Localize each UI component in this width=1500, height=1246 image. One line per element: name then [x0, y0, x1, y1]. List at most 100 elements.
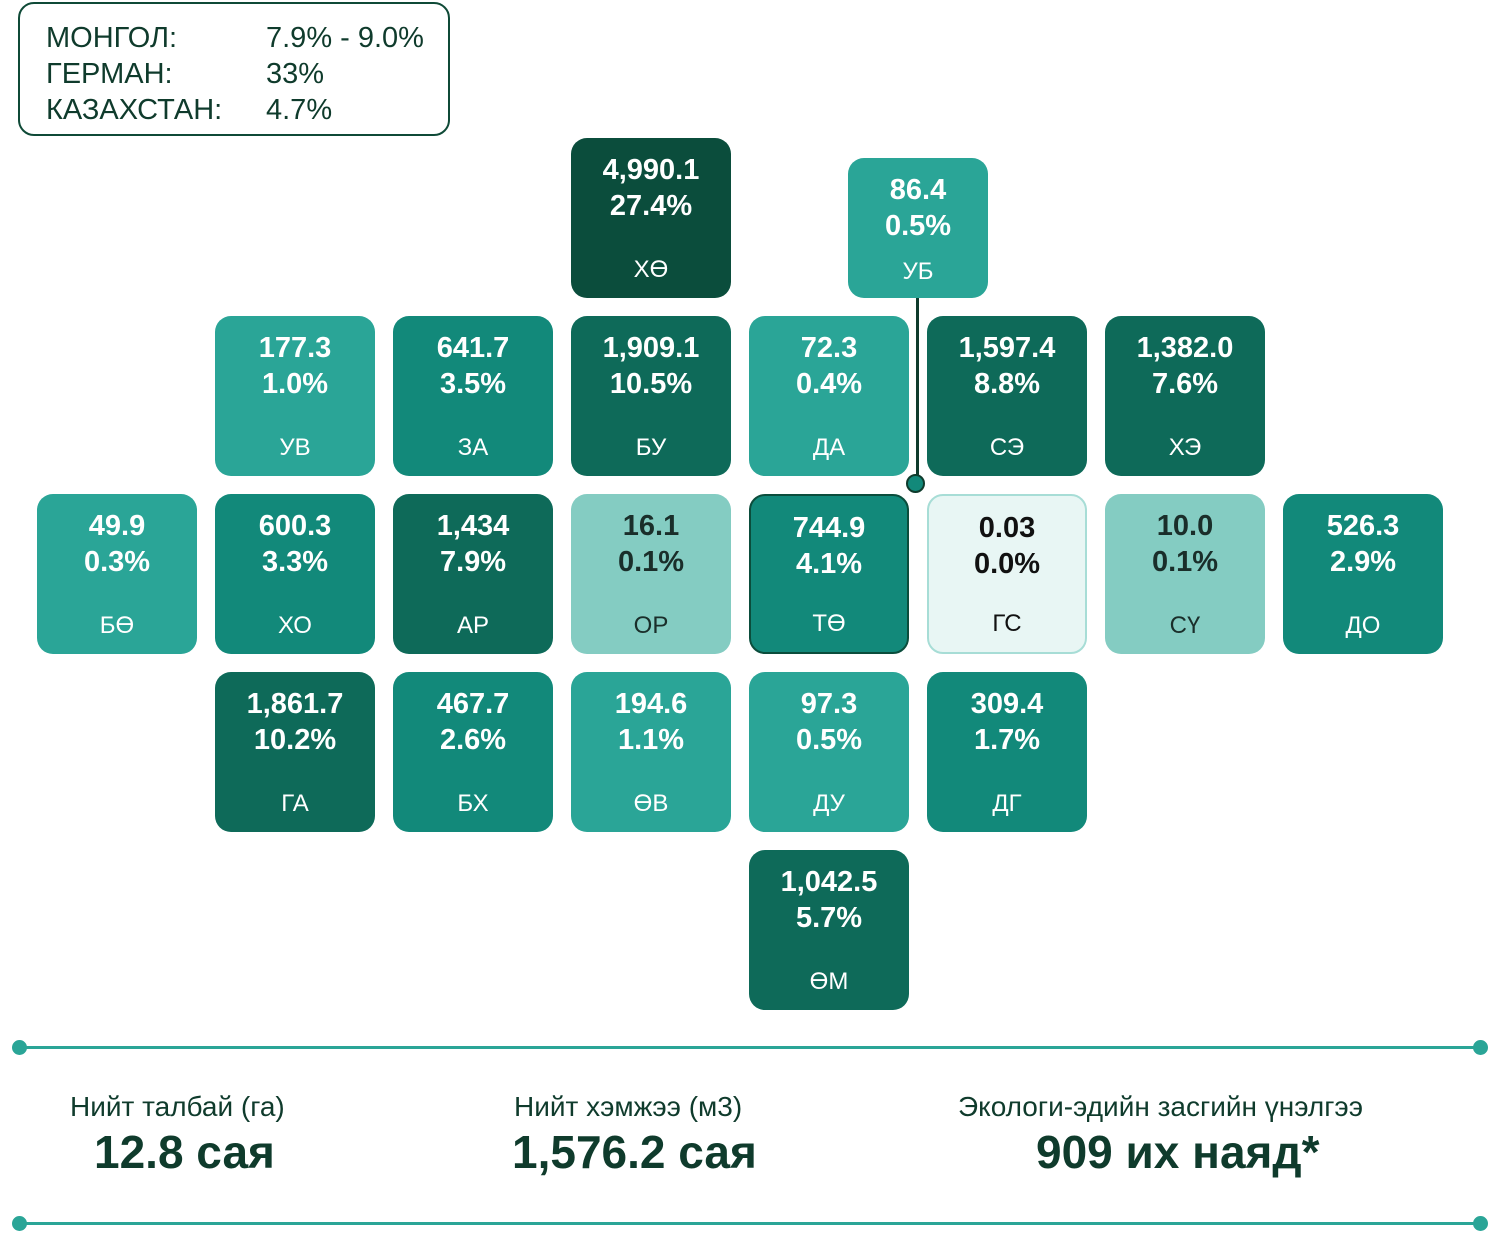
tile-value: 49.9	[88, 510, 146, 542]
divider-dot	[12, 1040, 27, 1055]
tile-percent: 7.6%	[1151, 368, 1219, 400]
tile-code: ДГ	[992, 790, 1022, 817]
tile-code: СЭ	[989, 434, 1025, 461]
tile-zavkhan[interactable]: 641.7 3.5% ЗА	[393, 316, 553, 476]
tile-percent: 2.9%	[1329, 546, 1397, 578]
tile-value: 1,382.0	[1136, 332, 1234, 364]
tile-code: БӨ	[99, 612, 135, 639]
tile-value: 526.3	[1326, 510, 1400, 542]
tile-code: ГС	[992, 610, 1022, 637]
tile-darkhan[interactable]: 72.3 0.4% ДА	[749, 316, 909, 476]
tile-code: ТӨ	[812, 610, 846, 637]
tile-bayan-olgii[interactable]: 49.9 0.3% БӨ	[37, 494, 197, 654]
tile-percent: 0.1%	[617, 546, 685, 578]
tile-code: ӨВ	[633, 790, 669, 817]
tile-arkhangai[interactable]: 1,434 7.9% АР	[393, 494, 553, 654]
tile-percent: 10.5%	[609, 368, 693, 400]
tile-code: БУ	[635, 434, 667, 461]
legend-row-kazakhstan: КАЗАХСТАН: 4.7%	[46, 92, 448, 128]
divider-dot	[1473, 1040, 1488, 1055]
legend-label: ГЕРМАН:	[46, 58, 173, 90]
stat-value: 909 их наяд*	[1036, 1126, 1320, 1178]
tile-percent: 0.5%	[884, 210, 952, 242]
tile-value: 10.0	[1156, 510, 1214, 542]
tile-value: 194.6	[614, 688, 688, 720]
tile-govisumber[interactable]: 0.03 0.0% ГС	[927, 494, 1087, 654]
stat-total-area: Нийт талбай (га) 12.8 сая	[70, 1090, 285, 1180]
tile-value: 309.4	[970, 688, 1044, 720]
tile-percent: 3.3%	[261, 546, 329, 578]
tile-orkhon[interactable]: 16.1 0.1% ОР	[571, 494, 731, 654]
tile-code: УБ	[902, 258, 934, 285]
legend-label: МОНГОЛ:	[46, 22, 178, 54]
legend-row-mongolia: МОНГОЛ: 7.9% - 9.0%	[46, 20, 448, 56]
bottom-divider	[12, 1216, 1488, 1231]
tile-value: 16.1	[622, 510, 680, 542]
stat-total-volume: Нийт хэмжээ (м3) 1,576.2 сая	[512, 1090, 757, 1180]
tile-code: ОР	[633, 612, 669, 639]
tile-code: ХО	[278, 612, 312, 639]
stat-label: Экологи-эдийн засгийн үнэлгээ	[958, 1091, 1363, 1122]
stat-eco-valuation: Экологи-эдийн засгийн үнэлгээ 909 их ная…	[958, 1090, 1363, 1180]
legend-value: 33%	[266, 58, 325, 90]
tile-code: ХӨ	[633, 256, 669, 283]
tile-value: 4,990.1	[602, 154, 700, 186]
stat-label: Нийт хэмжээ (м3)	[514, 1091, 743, 1122]
tile-value: 1,861.7	[246, 688, 344, 720]
tile-percent: 0.3%	[83, 546, 151, 578]
tile-tov[interactable]: 744.9 4.1% ТӨ	[749, 494, 909, 654]
tile-value: 1,434	[436, 510, 510, 542]
stat-value: 12.8 сая	[94, 1126, 275, 1178]
tile-code: ЗА	[457, 434, 489, 461]
tile-percent: 0.4%	[795, 368, 863, 400]
tile-percent: 10.2%	[253, 724, 337, 756]
tile-code: АР	[456, 612, 489, 639]
tile-value: 0.03	[978, 512, 1036, 544]
legend-row-germany: ГЕРМАН: 33%	[46, 56, 448, 92]
tile-ovorkhangai[interactable]: 194.6 1.1% ӨВ	[571, 672, 731, 832]
tile-govi-altai[interactable]: 1,861.7 10.2% ГА	[215, 672, 375, 832]
tile-percent: 1.1%	[617, 724, 685, 756]
tile-code: УВ	[279, 434, 311, 461]
tile-code: ӨМ	[809, 968, 849, 995]
tile-percent: 1.7%	[973, 724, 1041, 756]
tile-sukhbaatar[interactable]: 10.0 0.1% СҮ	[1105, 494, 1265, 654]
top-divider	[12, 1040, 1488, 1055]
tile-bulgan[interactable]: 1,909.1 10.5% БУ	[571, 316, 731, 476]
stat-value: 1,576.2 сая	[512, 1126, 757, 1178]
tile-percent: 4.1%	[795, 548, 863, 580]
tile-percent: 8.8%	[973, 368, 1041, 400]
legend-label: КАЗАХСТАН:	[46, 94, 223, 126]
tile-code: ДУ	[813, 790, 845, 817]
tile-dornod[interactable]: 526.3 2.9% ДО	[1283, 494, 1443, 654]
divider-dot	[12, 1216, 27, 1231]
legend-box: МОНГОЛ: 7.9% - 9.0% ГЕРМАН: 33% КАЗАХСТА…	[18, 2, 450, 136]
tile-omnogovi[interactable]: 1,042.5 5.7% ӨМ	[749, 850, 909, 1010]
ub-connector-line	[916, 296, 919, 484]
tile-khovd[interactable]: 600.3 3.3% ХО	[215, 494, 375, 654]
tile-ulaanbaatar[interactable]: 86.4 0.5% УБ	[848, 158, 988, 298]
tile-percent: 3.5%	[439, 368, 507, 400]
tile-uvs[interactable]: 177.3 1.0% УВ	[215, 316, 375, 476]
tile-percent: 0.1%	[1151, 546, 1219, 578]
tile-value: 467.7	[436, 688, 510, 720]
tile-code: ДА	[812, 434, 846, 461]
tile-bayankhongor[interactable]: 467.7 2.6% БХ	[393, 672, 553, 832]
tile-khovsgol[interactable]: 4,990.1 27.4% ХӨ	[571, 138, 731, 298]
tile-percent: 0.0%	[973, 548, 1041, 580]
tile-value: 86.4	[889, 174, 947, 206]
tile-percent: 7.9%	[439, 546, 507, 578]
tile-percent: 1.0%	[261, 368, 329, 400]
legend-value: 7.9% - 9.0%	[266, 22, 424, 54]
tile-selenge[interactable]: 1,597.4 8.8% СЭ	[927, 316, 1087, 476]
tile-khentii[interactable]: 1,382.0 7.6% ХЭ	[1105, 316, 1265, 476]
tile-value: 72.3	[800, 332, 858, 364]
stat-label: Нийт талбай (га)	[70, 1091, 285, 1122]
tile-code: ДО	[1345, 612, 1381, 639]
tile-dornogovi[interactable]: 309.4 1.7% ДГ	[927, 672, 1087, 832]
ub-connector-dot	[906, 474, 925, 493]
tile-percent: 2.6%	[439, 724, 507, 756]
tile-value: 97.3	[800, 688, 858, 720]
tile-dundgovi[interactable]: 97.3 0.5% ДУ	[749, 672, 909, 832]
tile-value: 600.3	[258, 510, 332, 542]
